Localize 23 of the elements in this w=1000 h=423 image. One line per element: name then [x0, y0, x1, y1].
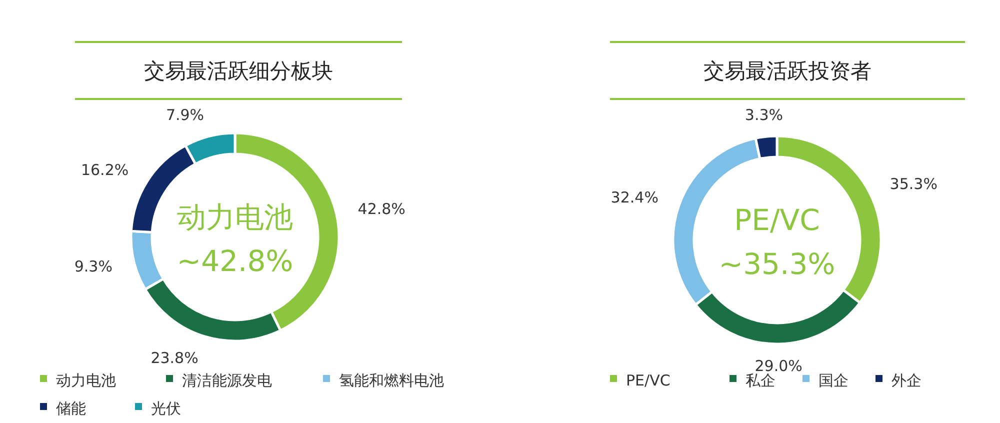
legend-label: 动力电池 [56, 371, 116, 390]
data-label: 16.2% [80, 160, 129, 179]
data-label: 7.9% [166, 106, 204, 124]
data-label: 9.3% [74, 258, 112, 276]
data-label: 32.4% [610, 188, 658, 207]
legend-label: 储能 [56, 399, 86, 418]
data-label: 42.8% [358, 200, 406, 218]
legend-label: 私企 [746, 371, 776, 390]
data-label: 35.3% [890, 175, 938, 194]
text: ~35.3% [718, 247, 836, 281]
data-label: 3.3% [744, 106, 784, 124]
legend-label: 清洁能源发电 [182, 371, 272, 390]
text: ~42.8% [176, 244, 294, 278]
legend-label: 国企 [818, 371, 848, 390]
text: PE/VC [734, 203, 820, 237]
chart-title: 交易最活跃细分板块 [144, 59, 333, 83]
legend-label: 光伏 [151, 399, 181, 418]
chart-title: 交易最活跃投资者 [704, 59, 872, 83]
legend-label: PE/VC [626, 371, 670, 390]
data-label: 23.8% [150, 348, 198, 367]
legend-label: 外企 [892, 371, 922, 390]
legend-label: 氢能和燃料电池 [339, 371, 444, 390]
text: 动力电池 [177, 200, 293, 234]
